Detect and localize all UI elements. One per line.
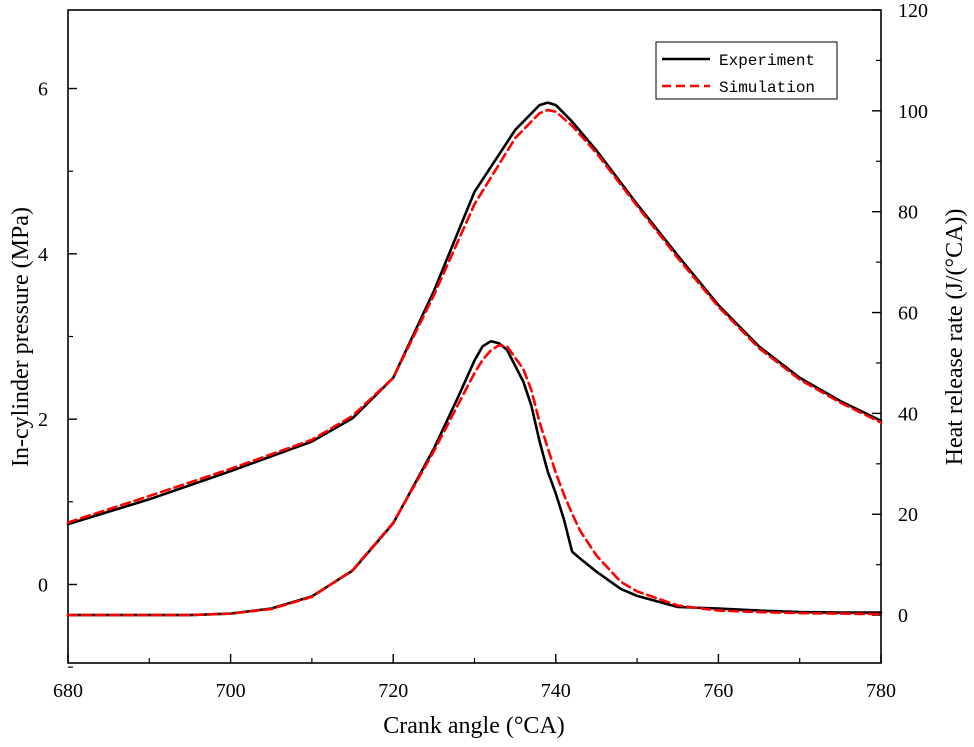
- x-tick-label: 780: [866, 680, 896, 702]
- y-right-tick-label: 40: [898, 403, 918, 425]
- x-tick-label: 760: [703, 680, 733, 702]
- y-right-tick-label: 0: [898, 605, 908, 627]
- x-axis-title: Crank angle (°CA): [383, 713, 565, 739]
- x-tick-label: 680: [53, 680, 83, 702]
- ticks: [67, 9, 882, 668]
- y-right-tick-label: 20: [898, 504, 918, 526]
- series-line-experiment-heat-release-rate: [66, 340, 883, 617]
- y-right-tick-label: 120: [898, 0, 928, 22]
- x-tick-label: 740: [541, 680, 571, 702]
- legend-box: [655, 41, 838, 100]
- series-line-simulation-pressure: [66, 108, 883, 524]
- y-left-tick-label: 2: [38, 409, 48, 431]
- y-left-tick-label: 4: [38, 244, 48, 266]
- plot-frame: [67, 9, 882, 664]
- series-line-experiment-pressure: [66, 101, 883, 526]
- series-lines: [66, 101, 883, 617]
- legend-label-experiment: Experiment: [719, 52, 815, 70]
- y-axis-right-title: Heat release rate (J/(°CA)): [942, 209, 968, 466]
- series-line-simulation-heat-release-rate: [66, 344, 883, 617]
- y-left-tick-label: 6: [38, 79, 48, 101]
- y-axis-left-title: In-cylinder pressure (MPa): [8, 207, 34, 467]
- y-right-tick-label: 100: [898, 101, 928, 123]
- y-right-tick-label: 80: [898, 202, 918, 224]
- x-tick-label: 720: [378, 680, 408, 702]
- x-tick-label: 700: [216, 680, 246, 702]
- y-left-tick-label: 0: [38, 574, 48, 596]
- legend-label-simulation: Simulation: [719, 79, 815, 97]
- y-right-tick-label: 60: [898, 303, 918, 325]
- legend: Experiment Simulation: [655, 41, 838, 100]
